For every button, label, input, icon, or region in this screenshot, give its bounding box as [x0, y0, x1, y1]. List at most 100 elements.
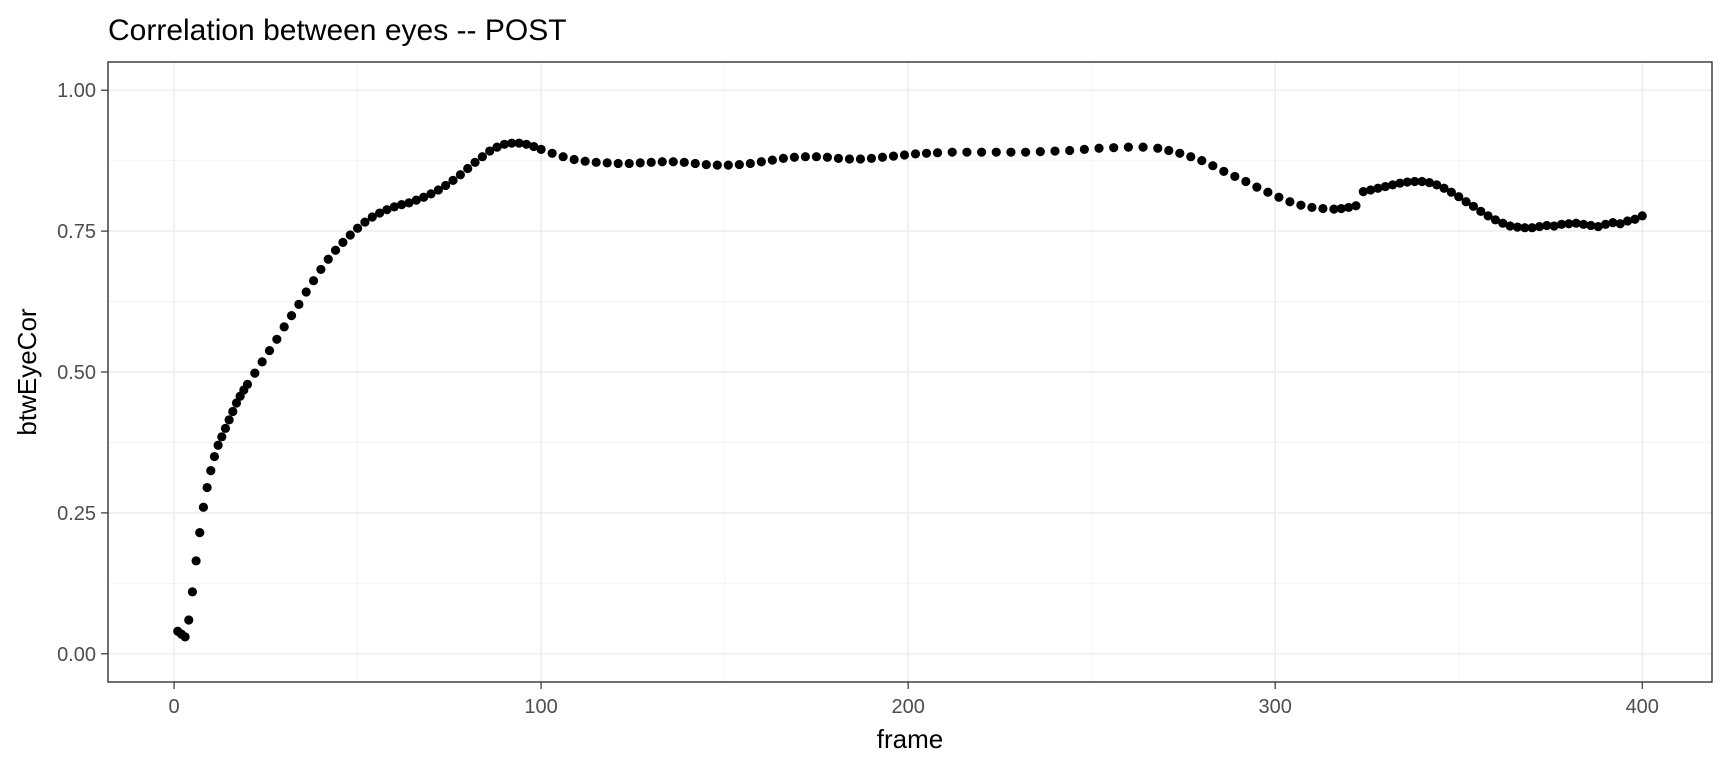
data-point — [1556, 219, 1567, 229]
data-point — [1637, 211, 1647, 221]
data-point — [1035, 147, 1045, 157]
data-point — [668, 157, 678, 167]
data-point — [1593, 221, 1603, 232]
data-point — [1600, 219, 1611, 229]
data-point — [352, 223, 363, 233]
data-point — [529, 141, 539, 152]
data-point — [323, 254, 333, 264]
data-point — [1344, 202, 1354, 213]
data-point — [844, 154, 855, 164]
data-point — [1263, 187, 1273, 197]
x-axis-title: frame — [877, 724, 943, 754]
data-point — [1586, 220, 1596, 231]
data-point — [1123, 142, 1133, 152]
data-point — [976, 147, 987, 157]
data-point — [389, 202, 399, 212]
data-point — [657, 157, 667, 167]
data-point — [1564, 219, 1574, 229]
data-point — [257, 357, 267, 367]
data-point — [613, 158, 623, 169]
data-point — [308, 276, 319, 286]
data-point — [991, 147, 1001, 157]
data-point — [470, 157, 480, 167]
data-point — [441, 180, 451, 191]
data-point — [1468, 201, 1479, 211]
data-point — [833, 153, 844, 163]
data-point — [767, 155, 777, 165]
data-point — [191, 556, 201, 566]
data-point — [1153, 143, 1163, 153]
data-point — [367, 212, 377, 222]
data-point — [1534, 221, 1545, 232]
y-tick-label: 0.00 — [57, 644, 96, 666]
data-point — [1373, 183, 1383, 193]
data-point — [624, 158, 634, 169]
data-point — [382, 205, 392, 215]
data-point — [877, 152, 888, 162]
data-point — [1388, 180, 1398, 190]
data-point — [195, 528, 205, 538]
data-point — [1424, 178, 1434, 188]
data-point — [1542, 220, 1552, 231]
data-point — [1454, 192, 1464, 202]
data-point — [1285, 197, 1295, 207]
data-point — [646, 157, 656, 167]
data-point — [1608, 218, 1618, 228]
data-point — [1006, 147, 1016, 157]
x-tick-label: 200 — [891, 696, 924, 718]
data-point — [1318, 203, 1328, 214]
data-point — [1274, 192, 1284, 202]
data-point — [264, 345, 275, 356]
data-point — [1417, 176, 1427, 187]
data-point — [1358, 187, 1368, 197]
data-point — [1615, 219, 1625, 229]
data-point — [1512, 222, 1523, 232]
data-point — [1410, 176, 1420, 187]
data-point — [419, 192, 429, 202]
data-point — [558, 152, 568, 162]
data-point — [345, 230, 355, 240]
data-point — [1230, 171, 1240, 182]
data-point — [723, 160, 733, 170]
data-point — [209, 451, 220, 462]
data-point — [180, 632, 190, 642]
x-tick-label: 300 — [1259, 696, 1292, 718]
data-point — [1050, 146, 1060, 156]
data-point — [536, 144, 546, 154]
data-point — [1351, 201, 1361, 211]
data-point — [338, 237, 348, 247]
data-point — [947, 147, 957, 157]
data-point — [455, 170, 465, 180]
data-point — [1630, 214, 1640, 224]
data-point — [800, 152, 810, 162]
data-point — [375, 208, 385, 218]
data-point — [910, 149, 921, 159]
data-point — [1252, 182, 1262, 192]
data-point — [1520, 223, 1530, 233]
data-point — [547, 148, 557, 158]
data-point — [477, 152, 487, 162]
data-point — [426, 189, 436, 199]
data-point — [213, 440, 223, 450]
data-point — [888, 151, 899, 161]
data-point — [1329, 204, 1339, 214]
x-tick-label: 0 — [169, 696, 180, 718]
data-point — [602, 158, 612, 168]
data-points — [173, 138, 1647, 642]
data-point — [242, 379, 253, 389]
data-point — [463, 163, 473, 174]
data-point — [1336, 203, 1346, 214]
data-point — [220, 423, 231, 433]
data-point — [499, 139, 510, 149]
data-point — [1439, 183, 1449, 193]
y-axis-title: btwEyeCor — [12, 308, 42, 435]
data-point — [514, 138, 524, 148]
data-point — [294, 299, 304, 309]
data-point — [404, 198, 414, 208]
data-point — [822, 152, 833, 162]
data-point — [1021, 147, 1031, 157]
data-point — [580, 156, 590, 166]
data-point — [1138, 142, 1148, 152]
data-point — [1164, 145, 1174, 156]
